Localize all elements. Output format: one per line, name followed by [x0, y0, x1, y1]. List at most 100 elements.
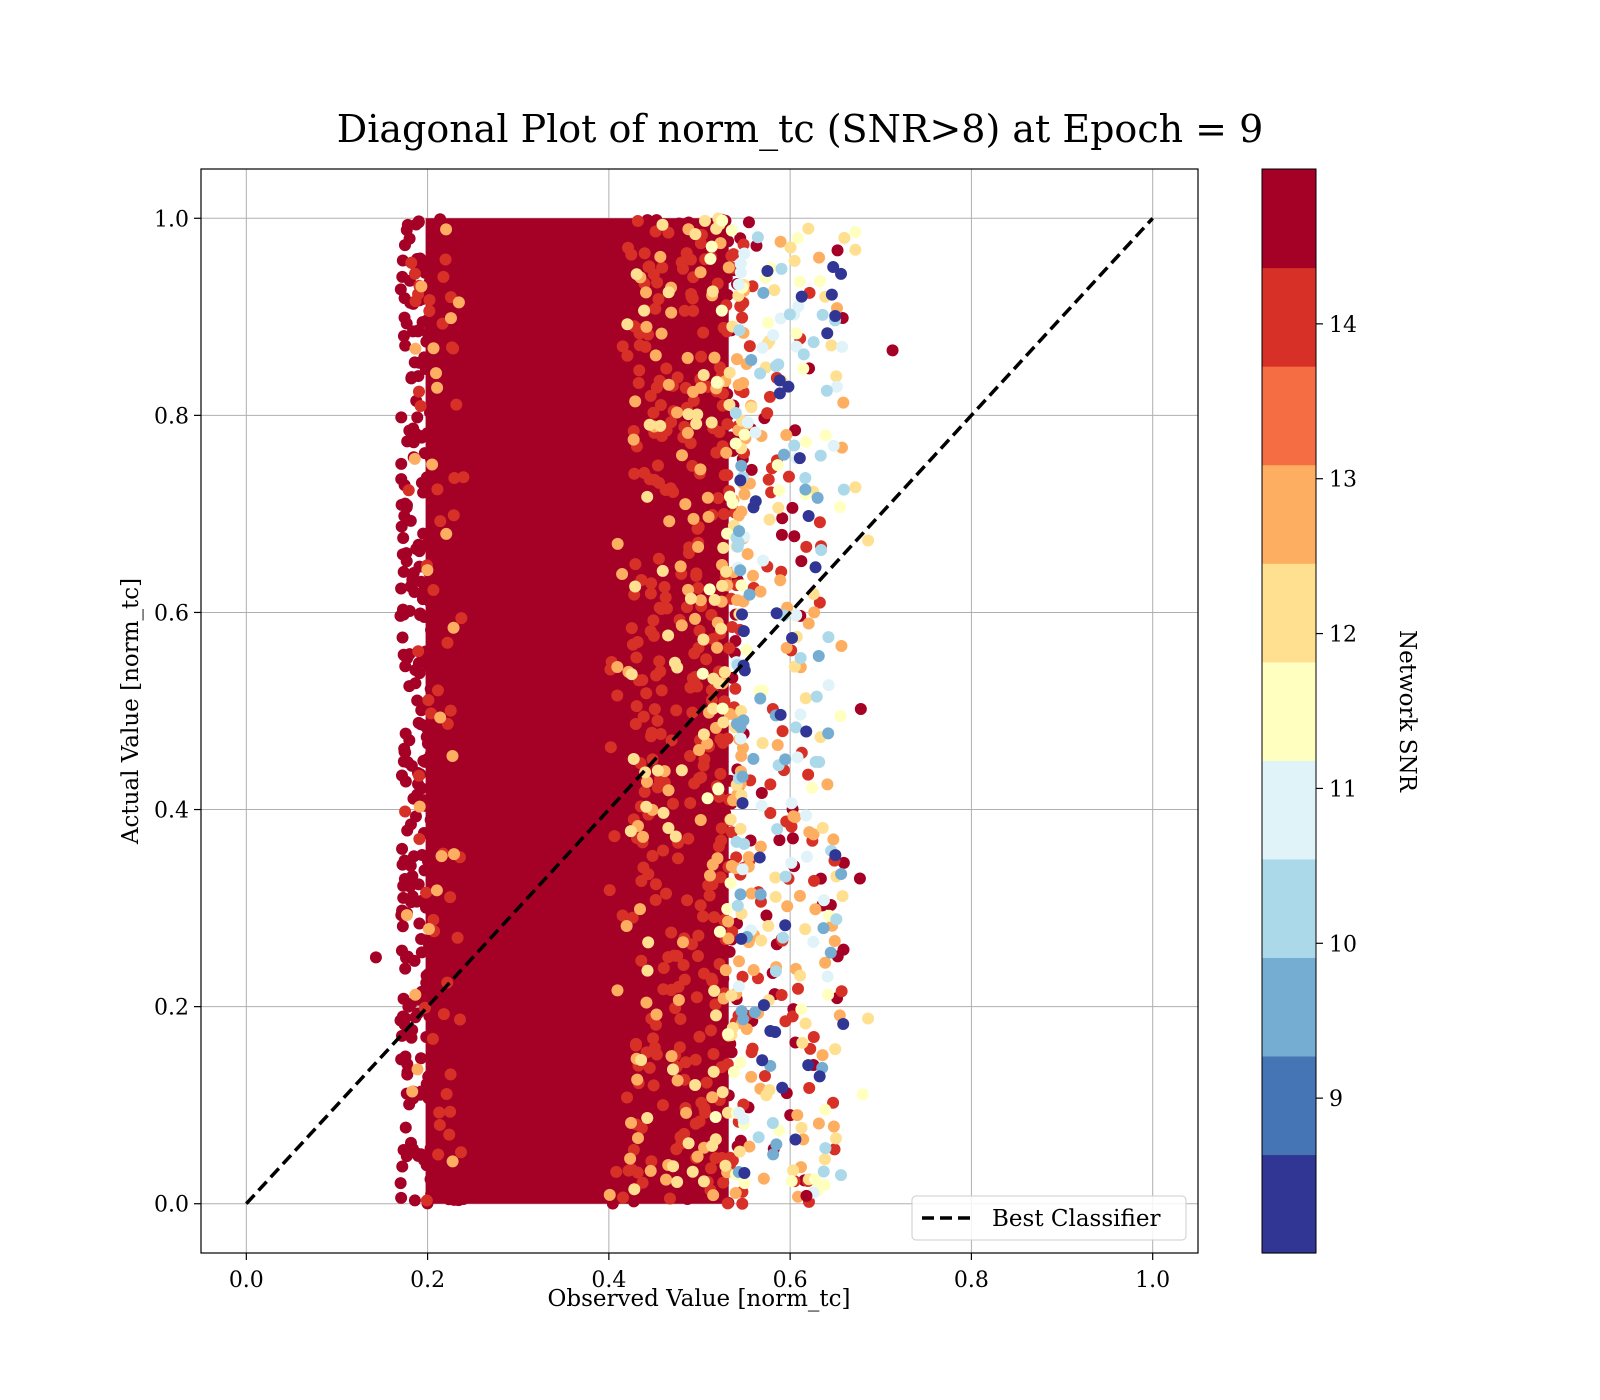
- scatter-point: [427, 913, 440, 926]
- scatter-point: [691, 1150, 704, 1163]
- y-tick-label: 0.0: [154, 1193, 189, 1218]
- scatter-point: [629, 580, 642, 593]
- scatter-point: [639, 340, 652, 353]
- scatter-point: [721, 903, 734, 916]
- scatter-point: [700, 1008, 713, 1021]
- scatter-point: [697, 728, 710, 741]
- scatter-point: [736, 970, 749, 983]
- scatter-point: [710, 376, 723, 389]
- scatter-point: [767, 1148, 780, 1161]
- scatter-point: [424, 1173, 437, 1186]
- scatter-point: [732, 509, 745, 522]
- scatter-points: [369, 212, 899, 1210]
- scatter-point: [629, 1037, 642, 1050]
- scatter-point: [399, 727, 412, 740]
- scatter-point: [816, 821, 829, 834]
- scatter-point: [421, 854, 434, 867]
- scatter-point: [834, 710, 847, 723]
- scatter-point: [721, 289, 734, 302]
- scatter-point: [457, 587, 470, 600]
- scatter-point: [734, 564, 747, 577]
- scatter-point: [835, 640, 848, 653]
- scatter-point: [704, 1162, 717, 1175]
- scatter-point: [661, 242, 674, 255]
- scatter-point: [749, 426, 762, 439]
- scatter-point: [734, 1056, 747, 1069]
- scatter-point: [603, 335, 616, 348]
- scatter-point: [794, 708, 807, 721]
- scatter-point: [799, 692, 812, 705]
- scatter-point: [697, 633, 710, 646]
- scatter-point: [776, 931, 789, 944]
- scatter-point: [630, 700, 643, 713]
- scatter-point: [818, 1179, 831, 1192]
- scatter-point: [420, 1194, 433, 1207]
- scatter-point: [742, 216, 755, 229]
- scatter-point: [622, 241, 635, 254]
- scatter-point: [680, 247, 693, 260]
- scatter-point: [664, 441, 677, 454]
- scatter-point: [670, 704, 683, 717]
- scatter-point: [397, 891, 410, 904]
- scatter-point: [648, 473, 661, 486]
- scatter-point: [447, 621, 460, 634]
- scatter-point: [754, 367, 767, 380]
- scatter-point: [637, 710, 650, 723]
- scatter-point: [734, 1134, 747, 1147]
- scatter-point: [813, 596, 826, 609]
- scatter-point: [747, 752, 760, 765]
- scatter-point: [688, 320, 701, 333]
- scatter-point: [645, 726, 658, 739]
- scatter-point: [802, 1059, 815, 1072]
- scatter-point: [438, 458, 451, 471]
- scatter-point: [434, 515, 447, 528]
- scatter-point: [797, 348, 810, 361]
- scatter-point: [422, 326, 435, 339]
- scatter-point: [433, 1106, 446, 1119]
- scatter-point: [631, 214, 644, 227]
- scatter-point: [803, 1082, 816, 1095]
- scatter-point: [645, 1155, 658, 1168]
- scatter-point: [696, 281, 709, 294]
- scatter-point: [710, 446, 723, 459]
- scatter-point: [651, 714, 664, 727]
- scatter-point: [658, 580, 671, 593]
- scatter-point: [813, 516, 826, 529]
- scatter-point: [714, 871, 727, 884]
- scatter-point: [415, 932, 428, 945]
- scatter-point: [656, 218, 669, 231]
- scatter-point: [434, 232, 447, 245]
- scatter-point: [706, 1091, 719, 1104]
- scatter-point: [425, 707, 438, 720]
- scatter-point: [610, 1124, 623, 1137]
- scatter-point: [724, 813, 737, 826]
- scatter-point: [793, 452, 806, 465]
- scatter-point: [632, 377, 645, 390]
- scatter-point: [412, 769, 425, 782]
- scatter-point: [692, 929, 705, 942]
- scatter-point: [603, 1188, 616, 1201]
- scatter-point: [647, 1079, 660, 1092]
- scatter-point: [719, 1159, 732, 1172]
- scatter-point: [743, 340, 756, 353]
- scatter-point: [606, 1048, 619, 1061]
- scatter-point: [433, 437, 446, 450]
- scatter-point: [635, 521, 648, 534]
- scatter-point: [676, 262, 689, 275]
- scatter-point: [610, 1067, 623, 1080]
- scatter-point: [395, 1191, 408, 1204]
- colorbar-tick-label: 10: [1329, 932, 1357, 957]
- scatter-point: [736, 741, 749, 754]
- plot-frame: [200, 168, 1199, 1254]
- scatter-point: [822, 631, 835, 644]
- scatter-point: [770, 607, 783, 620]
- scatter-point: [396, 270, 409, 283]
- scatter-point: [628, 467, 641, 480]
- scatter-point: [714, 767, 727, 780]
- scatter-point: [430, 358, 443, 371]
- scatter-point: [761, 407, 774, 420]
- scatter-point: [423, 305, 436, 318]
- scatter-point: [644, 450, 657, 463]
- scatter-point: [795, 1003, 808, 1016]
- scatter-point: [443, 1128, 456, 1141]
